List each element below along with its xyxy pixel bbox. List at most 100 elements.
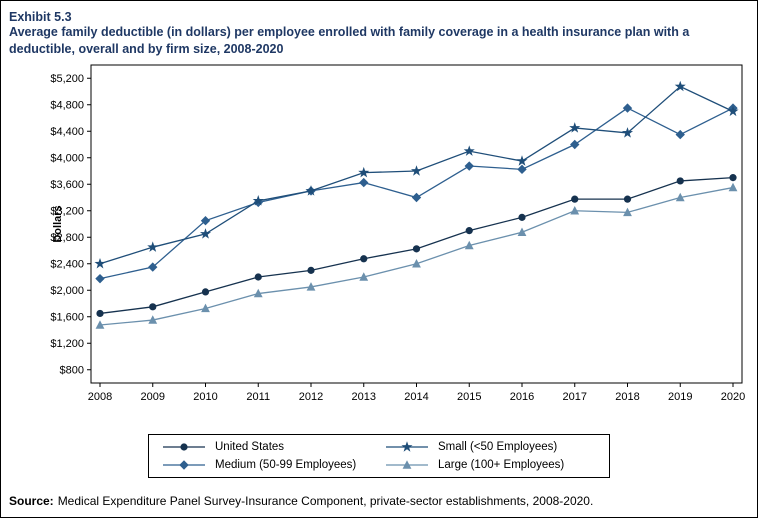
legend-label: Small (<50 Employees) xyxy=(438,441,558,453)
y-tick-label: $4,400 xyxy=(50,126,84,138)
legend-sample-diamond-icon xyxy=(163,460,205,470)
star-marker xyxy=(252,195,264,206)
diamond-marker xyxy=(200,215,211,226)
x-tick-label: 2018 xyxy=(615,391,639,403)
x-tick-label: 2008 xyxy=(88,391,112,403)
x-tick-label: 2010 xyxy=(193,391,217,403)
star-marker xyxy=(621,127,634,138)
triangle-marker xyxy=(402,460,412,469)
legend-item-small-50-employees: Small (<50 Employees) xyxy=(384,440,597,454)
source-label: Source: xyxy=(9,494,54,508)
star-marker xyxy=(358,166,370,178)
y-tick-label: $2,000 xyxy=(50,285,84,297)
triangle-marker xyxy=(306,282,316,291)
x-tick-label: 2019 xyxy=(668,391,692,403)
series-large-100-employees xyxy=(95,182,738,329)
star-marker xyxy=(305,185,317,196)
star-marker xyxy=(94,257,106,269)
star-marker xyxy=(463,145,475,156)
triangle-marker xyxy=(570,205,580,215)
y-tick-label: $1,600 xyxy=(50,311,84,323)
y-tick-label: $3,200 xyxy=(50,205,84,217)
triangle-marker xyxy=(623,207,632,217)
star-marker xyxy=(727,105,739,117)
y-tick-label: $1,200 xyxy=(50,338,84,350)
triangle-marker xyxy=(95,320,105,329)
triangle-marker xyxy=(359,272,369,281)
circle-marker xyxy=(518,213,526,221)
y-tick-label: $5,200 xyxy=(50,73,84,85)
circle-marker xyxy=(307,266,315,274)
triangle-marker xyxy=(675,192,685,202)
diamond-marker xyxy=(411,192,422,203)
diamond-marker xyxy=(179,460,189,470)
series-united-states xyxy=(96,174,737,318)
x-tick-label: 2013 xyxy=(352,391,376,403)
header: Exhibit 5.3 Average family deductible (i… xyxy=(1,1,757,57)
x-axis: 2008 2009 2010 2011 2012 2013 2014 2015 2016 2017… xyxy=(88,383,745,403)
chart-svg: $800 $1,200 $1,600 $2,000 $2,400 $2,800 $3,200… xyxy=(50,64,745,403)
circle-marker xyxy=(254,273,262,281)
y-tick-label: $2,800 xyxy=(50,232,84,244)
y-tick-label: $4,000 xyxy=(50,152,84,164)
diamond-marker xyxy=(95,273,105,284)
series-small-50-employees xyxy=(94,80,739,269)
triangle-marker xyxy=(464,240,474,250)
source-text: Medical Expenditure Panel Survey-Insuran… xyxy=(57,494,594,508)
x-tick-label: 2014 xyxy=(404,391,428,403)
triangle-marker xyxy=(253,288,263,298)
y-tick-label: $4,800 xyxy=(50,99,84,111)
legend-sample-star-icon xyxy=(386,441,428,452)
diamond-marker xyxy=(359,177,369,188)
legend-label: Medium (50-99 Employees) xyxy=(215,459,357,471)
triangle-marker xyxy=(728,182,738,192)
diamond-marker xyxy=(622,103,633,113)
series-medium-50-99-employees xyxy=(95,103,738,284)
star-marker xyxy=(147,241,159,252)
chart: $800 $1,200 $1,600 $2,000 $2,400 $2,800 $3,200… xyxy=(1,58,757,408)
source-note: Source: Medical Expenditure Panel Survey-… xyxy=(9,494,593,508)
circle-marker xyxy=(623,195,632,203)
x-tick-label: 2011 xyxy=(246,391,270,403)
triangle-marker xyxy=(148,315,158,324)
star-marker xyxy=(410,165,423,176)
legend-sample-circle-icon xyxy=(163,443,205,451)
circle-marker xyxy=(465,227,473,235)
circle-marker xyxy=(201,288,210,296)
plot-frame xyxy=(90,64,743,384)
star-marker xyxy=(199,228,212,239)
series-line xyxy=(99,186,734,326)
triangle-marker xyxy=(201,303,210,313)
circle-marker xyxy=(571,195,579,203)
circle-marker xyxy=(149,303,157,311)
circle-marker xyxy=(360,255,368,263)
circle-marker xyxy=(676,177,684,185)
star-marker xyxy=(569,122,581,133)
diamond-marker xyxy=(570,139,580,150)
triangle-marker xyxy=(517,227,527,236)
chart-title: Average family deductible (in dollars) p… xyxy=(9,25,690,56)
star-marker xyxy=(401,441,413,452)
x-tick-label: 2017 xyxy=(563,391,587,403)
legend-item-medium-50-99-employees: Medium (50-99 Employees) xyxy=(161,458,374,472)
y-tick-label: $800 xyxy=(60,364,84,376)
y-tick-label: $3,600 xyxy=(50,179,84,191)
circle-marker xyxy=(96,309,104,318)
circle-marker xyxy=(180,443,188,451)
x-tick-label: 2012 xyxy=(299,391,323,403)
legend-label: United States xyxy=(215,441,285,453)
triangle-marker xyxy=(412,258,421,268)
diamond-marker xyxy=(464,161,474,171)
y-tick-label: $2,400 xyxy=(50,258,84,270)
x-tick-label: 2009 xyxy=(141,391,165,403)
y-axis: $800 $1,200 $1,600 $2,000 $2,400 $2,800 $3,200… xyxy=(50,73,91,376)
legend-item-united-states: United States xyxy=(161,440,374,454)
star-marker xyxy=(516,155,528,166)
circle-marker xyxy=(412,245,421,253)
y-axis-label: Dollars xyxy=(52,205,64,242)
diamond-marker xyxy=(517,164,527,175)
star-marker xyxy=(674,80,686,92)
x-tick-label: 2015 xyxy=(457,391,481,403)
diamond-marker xyxy=(675,129,685,140)
